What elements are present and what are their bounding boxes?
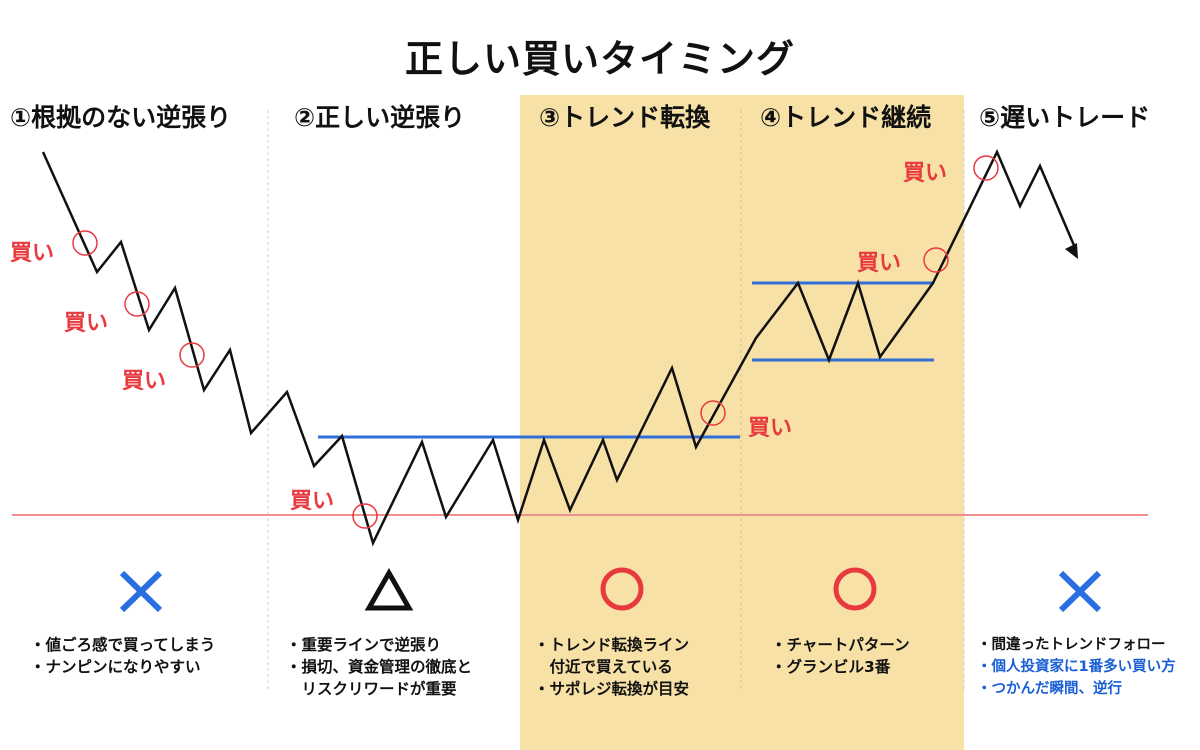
note-item: ・つかんだ瞬間、逆行 bbox=[977, 681, 1122, 697]
buy-label: 買い bbox=[857, 251, 902, 276]
section-heading-4: ④トレンド継続 bbox=[760, 103, 932, 132]
buy-label: 買い bbox=[903, 161, 948, 186]
circle-symbol-4 bbox=[833, 567, 877, 611]
note-item: 付近で買えている bbox=[534, 658, 673, 676]
section-heading-3: ③トレンド転換 bbox=[539, 103, 711, 132]
cross-symbol-5 bbox=[1058, 570, 1102, 613]
buy-marker-circle bbox=[72, 230, 98, 256]
buy-label: 買い bbox=[122, 369, 167, 394]
note-item: ・ナンピンになりやすい bbox=[30, 658, 201, 676]
section-heading-5: ⑤遅いトレード bbox=[979, 103, 1151, 132]
note-item: ・サポレジ転換が目安 bbox=[534, 680, 690, 698]
page-title: 正しい買いタイミング bbox=[404, 37, 795, 81]
buy-label: 買い bbox=[10, 241, 55, 266]
note-item: リスクリワードが重要 bbox=[286, 680, 457, 698]
section-heading-2: ②正しい逆張り bbox=[294, 103, 466, 132]
section-notes-5: ・間違ったトレンドフォロー ・個人投資家に1番多い買い方 ・つかんだ瞬間、逆行 bbox=[977, 634, 1176, 700]
buy-marker-circle bbox=[179, 342, 205, 368]
note-item: ・チャートパターン bbox=[771, 636, 910, 654]
price-line bbox=[41, 148, 1078, 547]
note-item: ・グランビル3番 bbox=[771, 658, 891, 676]
section-heading-1: ①根拠のない逆張り bbox=[10, 103, 232, 132]
buy-marker-circle bbox=[352, 503, 378, 529]
note-item: ・個人投資家に1番多い買い方 bbox=[977, 659, 1176, 675]
triangle-symbol-2 bbox=[364, 567, 414, 611]
note-item: ・間違ったトレンドフォロー bbox=[977, 637, 1166, 653]
circle-symbol-3 bbox=[600, 567, 644, 611]
buy-label: 買い bbox=[748, 416, 793, 441]
buy-label: 買い bbox=[64, 311, 109, 336]
section-notes-4: ・チャートパターン ・グランビル3番 bbox=[771, 634, 910, 678]
buy-marker-circle bbox=[923, 247, 949, 273]
buy-label: 買い bbox=[290, 489, 335, 514]
buy-marker-circle bbox=[973, 155, 999, 181]
section-notes-3: ・トレンド転換ライン 付近で買えている ・サポレジ転換が目安 bbox=[534, 634, 689, 700]
trend-arrowhead bbox=[1065, 243, 1078, 259]
cross-symbol-1 bbox=[119, 570, 163, 613]
note-item: ・損切、資金管理の徹底と bbox=[286, 658, 473, 676]
buy-marker-circle bbox=[124, 291, 150, 317]
highlight-band bbox=[520, 95, 964, 750]
section-notes-2: ・重要ラインで逆張り ・損切、資金管理の徹底と リスクリワードが重要 bbox=[286, 634, 472, 700]
section-notes-1: ・値ごろ感で買ってしまう ・ナンピンになりやすい bbox=[30, 634, 215, 678]
note-item: ・値ごろ感で買ってしまう bbox=[30, 636, 216, 654]
note-item: ・トレンド転換ライン bbox=[534, 636, 690, 654]
note-item: ・重要ラインで逆張り bbox=[286, 636, 442, 654]
buy-marker-circle bbox=[700, 400, 726, 426]
